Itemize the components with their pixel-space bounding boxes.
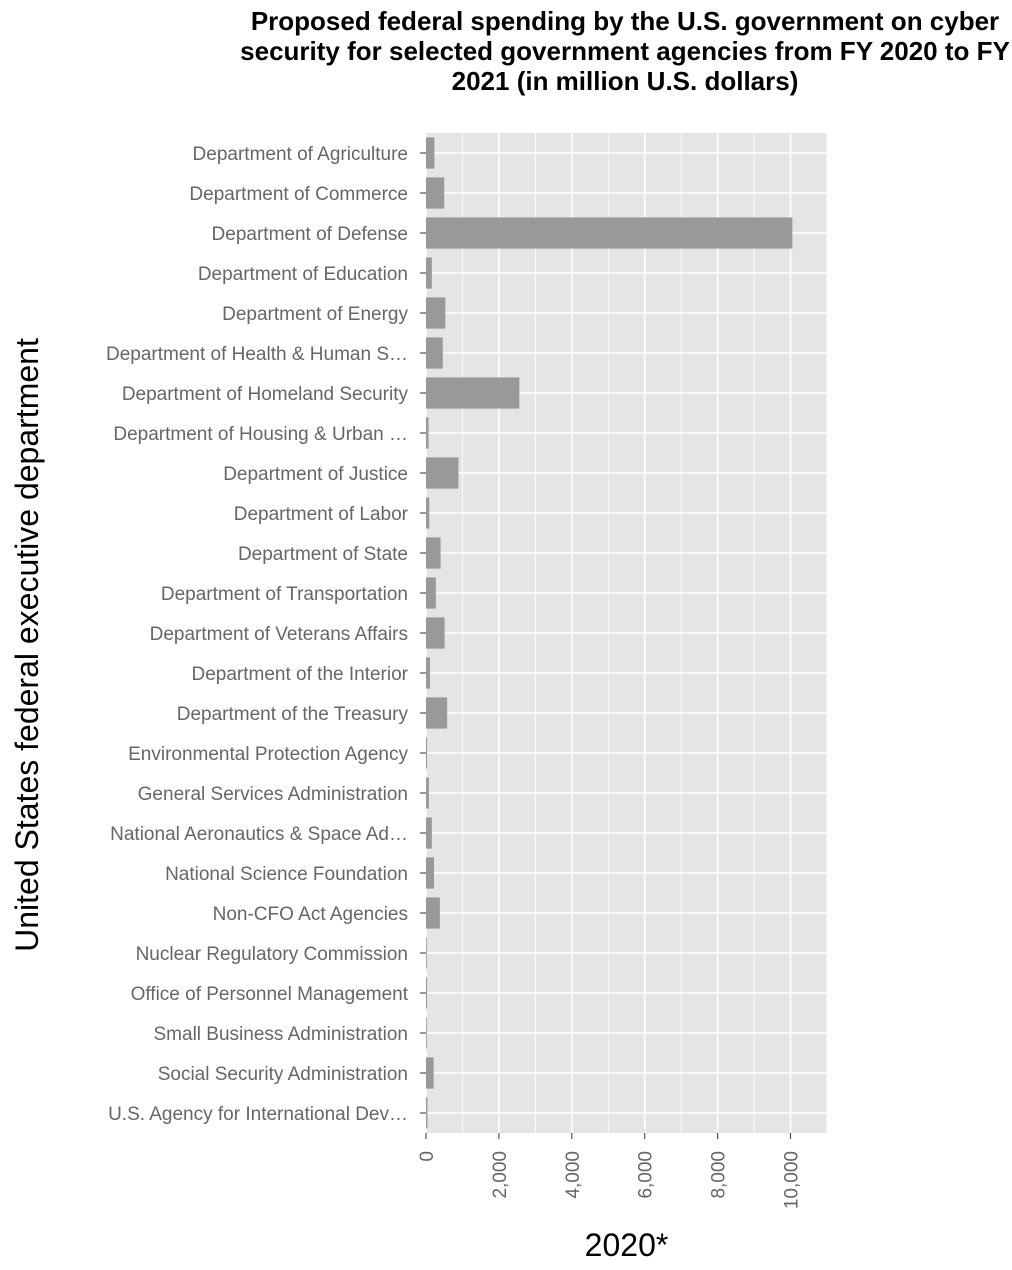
y-tick-label: National Aeronautics & Space Ad… <box>110 824 408 845</box>
bar <box>426 857 435 889</box>
bar <box>426 177 445 209</box>
x-tick-label: 0 <box>417 1151 438 1162</box>
bar <box>426 377 520 409</box>
y-tick-label: Department of Defense <box>212 224 408 245</box>
y-tick-label: Department of Veterans Affairs <box>150 624 408 645</box>
y-tick-label: Department of Labor <box>234 504 409 525</box>
bar <box>426 417 429 449</box>
bar <box>426 537 441 569</box>
y-axis-title: United States federal executive departme… <box>9 338 45 952</box>
bar <box>426 1097 428 1129</box>
bar <box>426 457 459 489</box>
bar <box>426 777 429 809</box>
y-tick-label: Small Business Administration <box>154 1024 409 1045</box>
bar <box>426 337 443 369</box>
y-axis-ticks: Department of Agriculture Department of C… <box>106 144 426 1125</box>
bar <box>426 137 435 169</box>
bar <box>426 737 428 769</box>
chart-title: Proposed federal spending by the U.S. go… <box>240 6 1010 96</box>
y-tick-label: National Science Foundation <box>165 864 408 885</box>
y-tick-label: Non-CFO Act Agencies <box>213 904 408 925</box>
y-tick-label: Social Security Administration <box>158 1064 408 1085</box>
bar <box>426 657 431 689</box>
bar <box>426 817 432 849</box>
bar <box>426 257 432 289</box>
bar <box>426 897 440 929</box>
x-axis-ticks: 0 2,000 4,000 6,000 8,000 10,000 <box>417 1133 803 1209</box>
x-axis-title: 2020* <box>585 1227 669 1263</box>
bar <box>426 497 430 529</box>
x-tick-label: 6,000 <box>636 1151 657 1199</box>
bar <box>426 1017 427 1049</box>
bar <box>426 217 793 249</box>
y-tick-label: Department of Housing & Urban … <box>113 424 408 445</box>
y-tick-label: Department of Commerce <box>189 184 408 205</box>
bar <box>426 977 428 1009</box>
y-tick-label: Department of Agriculture <box>193 144 408 165</box>
x-tick-label: 4,000 <box>563 1151 584 1199</box>
bar <box>426 617 445 649</box>
y-tick-label: Department of the Interior <box>192 664 409 685</box>
y-tick-label: Nuclear Regulatory Commission <box>136 944 408 965</box>
bar <box>426 1057 434 1089</box>
y-tick-label: Department of Health & Human S… <box>106 344 408 365</box>
y-tick-label: Environmental Protection Agency <box>128 744 408 765</box>
bar <box>426 297 446 329</box>
bar <box>426 697 448 729</box>
y-tick-label: Department of Homeland Security <box>122 384 409 405</box>
bar <box>426 577 436 609</box>
y-tick-label: U.S. Agency for International Dev… <box>108 1104 408 1125</box>
y-tick-label: Department of Energy <box>222 304 408 325</box>
y-tick-label: Department of the Treasury <box>177 704 409 725</box>
y-tick-label: Department of Education <box>198 264 408 285</box>
bar <box>426 937 427 969</box>
bars <box>426 137 793 1129</box>
y-tick-label: Office of Personnel Management <box>131 984 409 1005</box>
y-tick-label: General Services Administration <box>138 784 408 805</box>
y-tick-label: Department of Transportation <box>161 584 408 605</box>
y-tick-label: Department of State <box>238 544 408 565</box>
x-tick-label: 8,000 <box>709 1151 730 1199</box>
x-tick-label: 2,000 <box>490 1151 511 1199</box>
y-tick-label: Department of Justice <box>223 464 408 485</box>
x-tick-label: 10,000 <box>782 1151 803 1209</box>
